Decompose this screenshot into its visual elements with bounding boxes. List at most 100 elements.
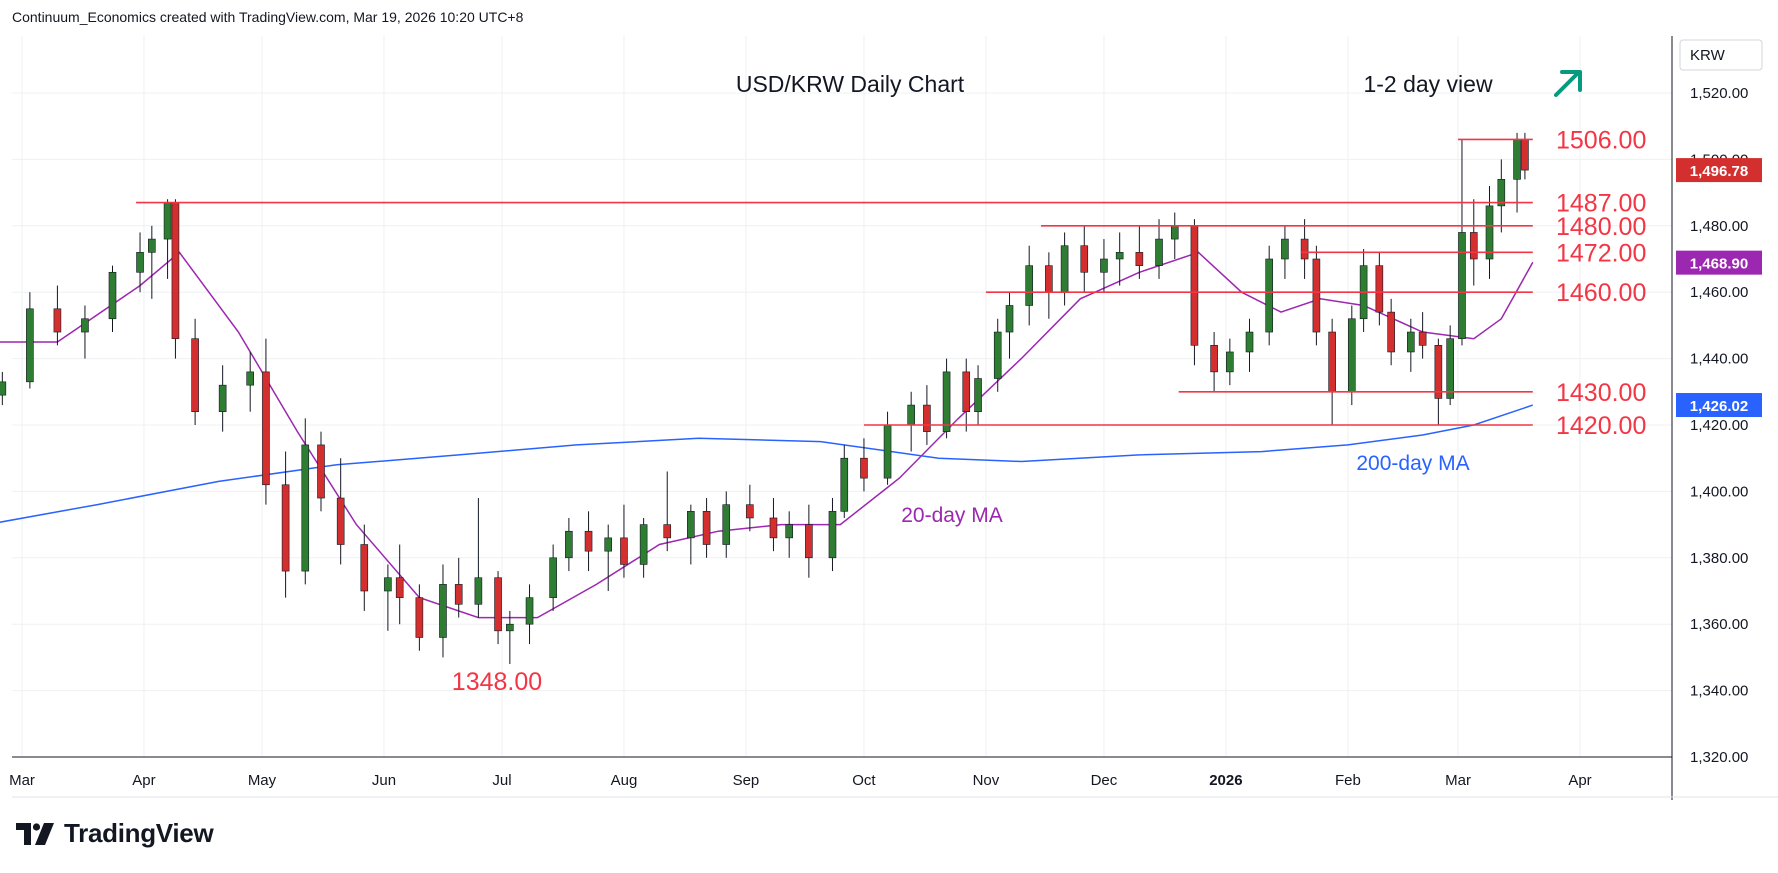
arrow-shaft [1554, 72, 1579, 97]
candle-down [454, 584, 463, 605]
candle-down [1434, 345, 1443, 399]
moving-averages [0, 251, 1534, 619]
candle-down [336, 497, 345, 545]
y-tick-label: 1,440.00 [1690, 351, 1748, 368]
y-tick-label: 1,520.00 [1690, 85, 1748, 102]
candle-down [191, 338, 199, 413]
candle-down [1312, 258, 1321, 333]
candle-up [1497, 179, 1506, 207]
x-tick-label: Feb [1335, 772, 1361, 789]
candle-up [840, 457, 849, 512]
up-right-arrow-icon [1554, 70, 1582, 97]
candle-up [1060, 245, 1069, 293]
candle-up [1513, 139, 1521, 180]
candle-up [1005, 305, 1014, 333]
candle-down [923, 404, 931, 432]
grid [12, 36, 1672, 758]
candle-down [360, 544, 369, 592]
x-tick-label: Apr [132, 772, 155, 789]
price-badge-label: 1,496.78 [1690, 163, 1748, 180]
candle-down [494, 577, 502, 632]
candle-up [907, 404, 915, 426]
currency-box [1679, 39, 1763, 71]
candle-up [506, 623, 514, 632]
price-badge-label: 1,468.90 [1690, 256, 1748, 273]
ma-200-line [0, 404, 1534, 523]
candle-up [883, 424, 892, 479]
candle-down [171, 202, 180, 339]
y-tick-label: 1,360.00 [1690, 616, 1748, 633]
price-badge [1676, 250, 1762, 275]
candle-up [1348, 318, 1356, 393]
candlesticks [0, 132, 1529, 665]
tradingview-logo[interactable]: TradingView [16, 818, 214, 849]
axes: 1,320.00 1,340.00 1,360.00 1,380.00 1,400.00… [9, 36, 1778, 800]
candle-up [1485, 205, 1494, 260]
candle-down [1375, 265, 1384, 313]
x-tick-label: Oct [852, 772, 876, 789]
candle-down [262, 371, 270, 486]
x-tick-label: May [248, 772, 277, 789]
candle-down [1300, 238, 1309, 260]
y-tick-label: 1,400.00 [1690, 483, 1748, 500]
candle-down [1080, 245, 1089, 273]
y-tick-label: 1,460.00 [1690, 284, 1748, 301]
x-tick-label: Jun [372, 772, 396, 789]
candle-up [785, 524, 793, 539]
candle-up [26, 308, 34, 383]
candle-down [620, 537, 628, 565]
candle-down [281, 484, 290, 572]
currency-label: KRW [1690, 47, 1726, 64]
ma-20-line [0, 251, 1534, 619]
tradingview-logo-text: TradingView [64, 818, 214, 848]
y-tick-label: 1,380.00 [1690, 550, 1748, 567]
x-tick-label: Mar [9, 772, 35, 789]
candle-up [722, 504, 731, 545]
view-label: 1-2 day view [1363, 71, 1493, 97]
candle-up [1407, 331, 1415, 353]
candle-down [415, 597, 424, 638]
candle-down [962, 371, 971, 413]
candle-up [974, 378, 982, 413]
candle-up [163, 202, 172, 240]
ma-20-annotation: 20-day MA [901, 504, 1003, 527]
candle-up [1281, 238, 1289, 260]
candle-up [0, 381, 7, 396]
candle-up [942, 371, 951, 432]
y-tick-label: 1,420.00 [1690, 417, 1748, 434]
candle-down [1045, 265, 1053, 293]
chart-title: USD/KRW Daily Chart [736, 71, 965, 97]
candle-up [1226, 351, 1234, 373]
y-tick-label: 1,320.00 [1690, 749, 1748, 766]
candle-down [1135, 252, 1144, 266]
candle-up [993, 331, 1002, 379]
candle-up [1115, 252, 1124, 260]
y-tick-label: 1,480.00 [1690, 218, 1748, 235]
x-tick-label: Mar [1445, 772, 1471, 789]
candle-up [81, 318, 89, 333]
candle-down [1521, 139, 1529, 171]
candle-down [702, 511, 711, 545]
candle-down [395, 577, 404, 598]
candle-down [860, 457, 868, 479]
candle-up [687, 511, 695, 539]
level-label: 1460.00 [1556, 279, 1646, 307]
tradingview-logo-icon [16, 822, 54, 845]
candle-up [828, 511, 837, 559]
candle-down [663, 524, 672, 539]
x-tick-label: Aug [611, 772, 638, 789]
arrow-head [1560, 70, 1582, 92]
candle-up [1155, 238, 1163, 266]
candle-up [1446, 338, 1454, 399]
x-tick-label: Jul [492, 772, 511, 789]
price-badge [1676, 158, 1762, 183]
chart-credit: Continuum_Economics created with Trading… [12, 9, 524, 25]
candle-up [108, 271, 117, 320]
candle-up [1458, 232, 1466, 339]
level-label: 1430.00 [1556, 379, 1646, 407]
candle-up [384, 577, 392, 592]
level-label: 1480.00 [1556, 213, 1646, 241]
candle-down [1190, 225, 1199, 346]
candle-up [218, 384, 227, 413]
